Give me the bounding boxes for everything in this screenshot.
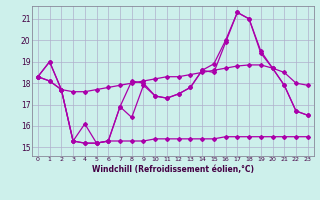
X-axis label: Windchill (Refroidissement éolien,°C): Windchill (Refroidissement éolien,°C) (92, 165, 254, 174)
